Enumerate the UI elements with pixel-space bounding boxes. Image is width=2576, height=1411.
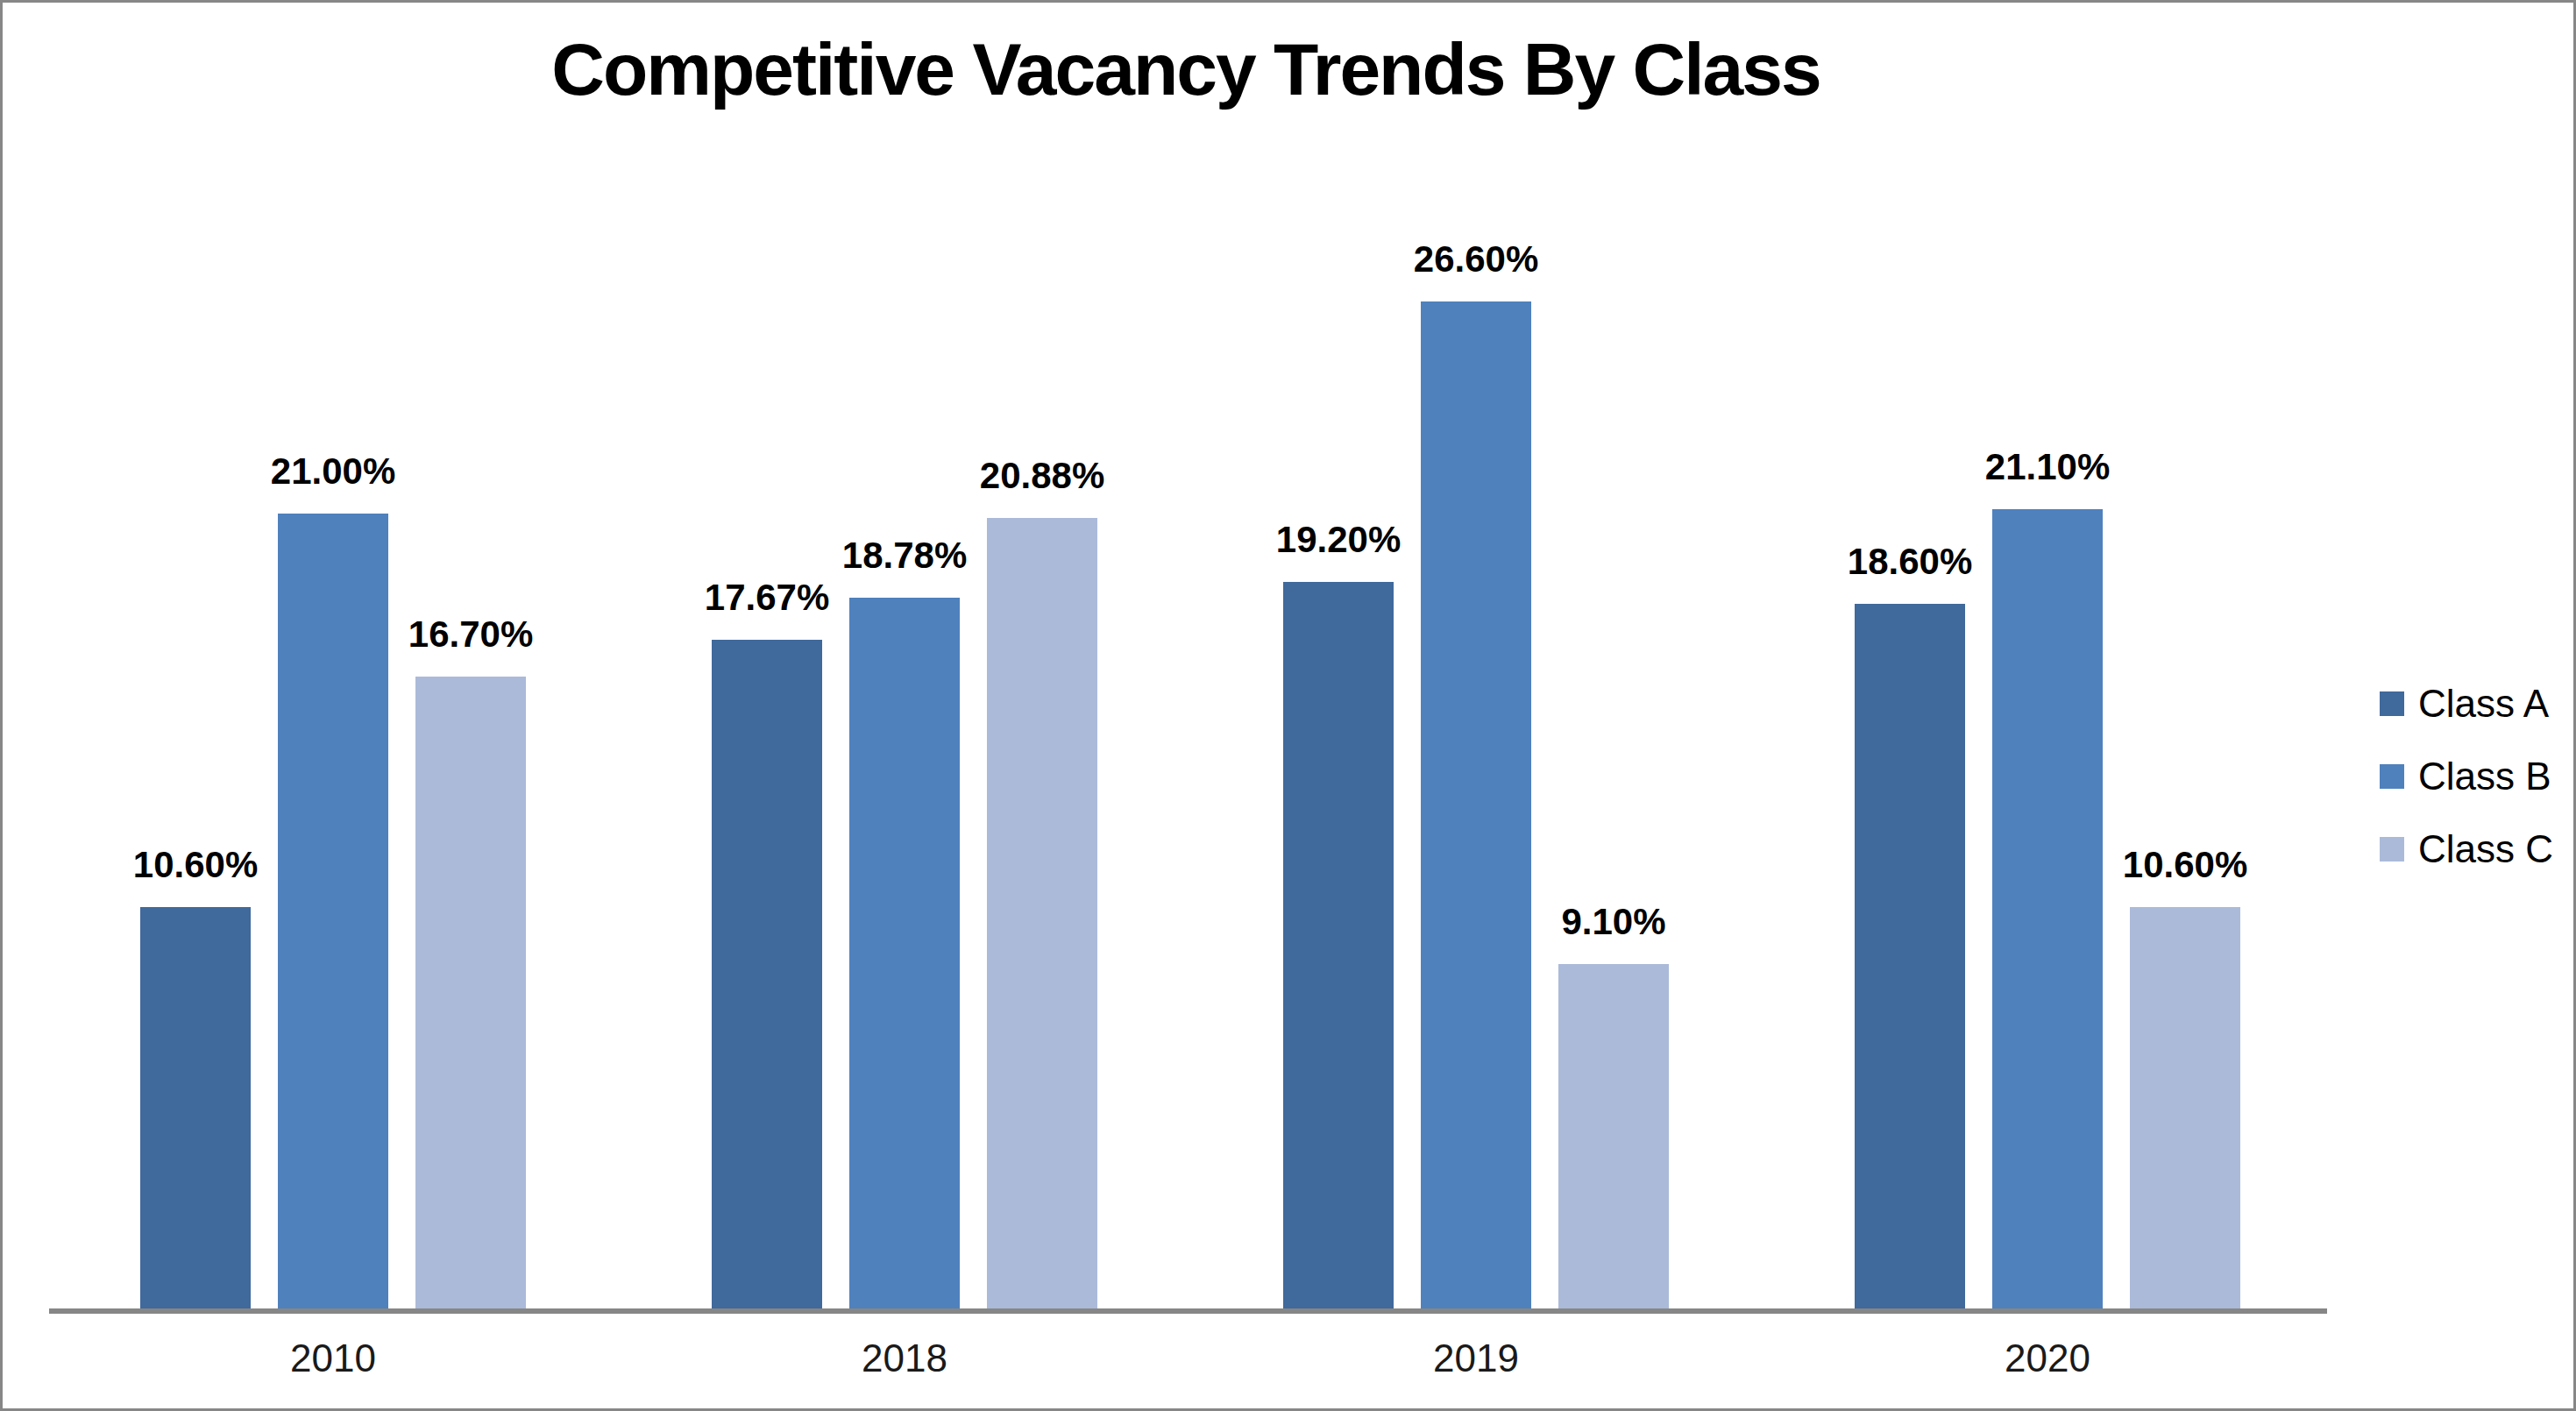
x-tick-label: 2010 xyxy=(219,1337,447,1380)
legend-label: Class C xyxy=(2418,827,2553,871)
bar-group: 17.67%18.78%20.88% xyxy=(712,455,1097,1308)
plot-area: 10.60%21.00%16.70%201017.67%18.78%20.88%… xyxy=(3,3,2576,1411)
bar-value-label: 21.10% xyxy=(1985,446,2110,488)
bar-value-label: 18.60% xyxy=(1848,541,1972,583)
bar-group: 19.20%26.60%9.10% xyxy=(1283,238,1669,1308)
bar-value-label: 18.78% xyxy=(842,535,967,577)
bar xyxy=(987,518,1097,1308)
bar xyxy=(2130,907,2240,1308)
bar-value-label: 9.10% xyxy=(1561,901,1665,943)
legend-swatch xyxy=(2380,764,2404,789)
bar xyxy=(712,640,822,1308)
bar-group: 10.60%21.00%16.70% xyxy=(140,450,526,1308)
legend-item: Class C xyxy=(2380,812,2553,885)
bar xyxy=(415,677,526,1308)
bar-value-label: 10.60% xyxy=(2123,844,2247,886)
legend-label: Class A xyxy=(2418,682,2549,726)
chart-canvas: Competitive Vacancy Trends By Class 10.6… xyxy=(0,0,2576,1411)
x-tick-label: 2018 xyxy=(791,1337,1018,1380)
bar xyxy=(278,514,388,1308)
legend-swatch xyxy=(2380,837,2404,861)
x-tick-label: 2019 xyxy=(1362,1337,1590,1380)
bar-value-label: 20.88% xyxy=(980,455,1104,497)
bar-value-label: 17.67% xyxy=(705,577,829,619)
bar xyxy=(1558,964,1669,1308)
x-axis-line xyxy=(49,1308,2327,1314)
legend-swatch xyxy=(2380,691,2404,716)
legend-label: Class B xyxy=(2418,755,2551,798)
bar xyxy=(849,598,960,1308)
bar-value-label: 21.00% xyxy=(271,450,395,493)
legend-item: Class B xyxy=(2380,740,2553,812)
bar-value-label: 26.60% xyxy=(1414,238,1538,280)
bar xyxy=(1283,582,1394,1308)
legend: Class A Class B Class C xyxy=(2380,667,2553,885)
legend-item: Class A xyxy=(2380,667,2553,740)
bar xyxy=(1855,604,1965,1308)
bar-value-label: 19.20% xyxy=(1276,519,1401,561)
bar xyxy=(140,907,251,1308)
bar xyxy=(1992,509,2103,1308)
x-tick-label: 2020 xyxy=(1934,1337,2161,1380)
bar-value-label: 16.70% xyxy=(408,613,533,656)
bar-value-label: 10.60% xyxy=(133,844,258,886)
bar xyxy=(1421,301,1531,1308)
bar-group: 18.60%21.10%10.60% xyxy=(1855,446,2240,1308)
